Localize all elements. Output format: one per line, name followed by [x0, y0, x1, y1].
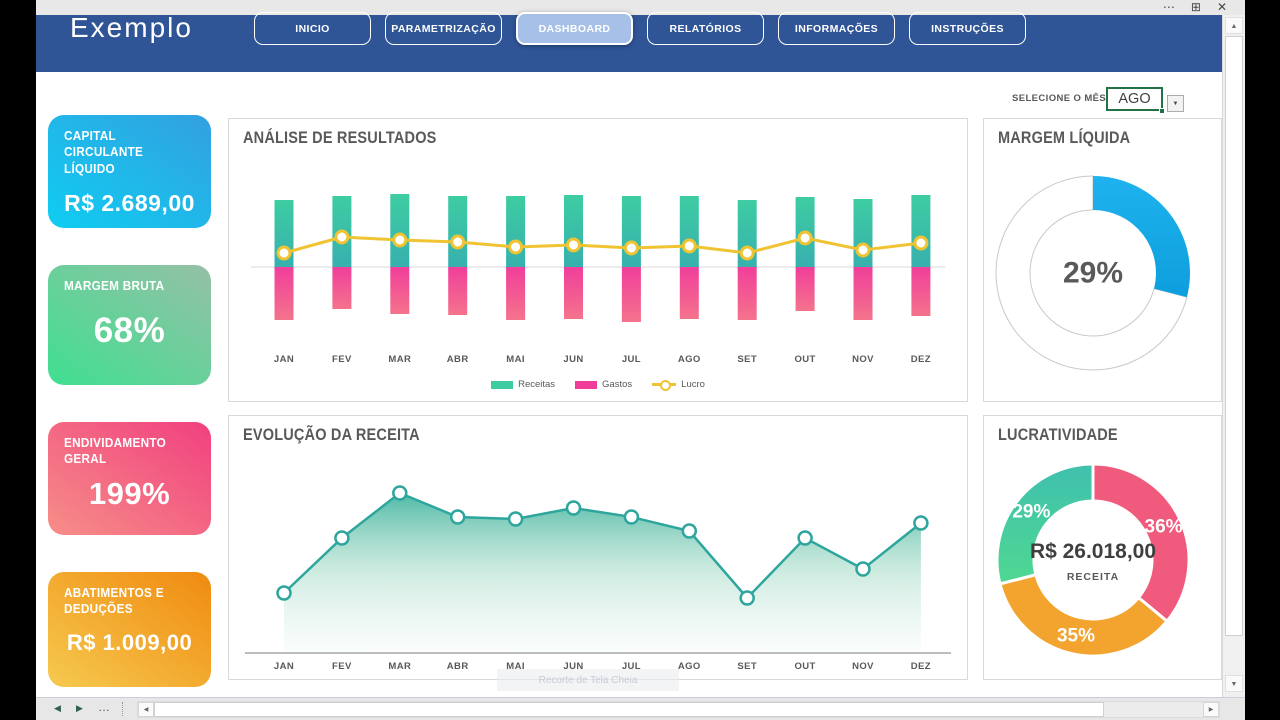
kpi-card-capital-circulante: CAPITAL CIRCULANTE LÍQUIDO R$ 2.689,00 — [48, 115, 211, 228]
month-selector-cell[interactable]: AGO — [1106, 87, 1163, 111]
scroll-right-icon[interactable]: ▶ — [1203, 702, 1219, 717]
status-bar: ◀ ▶ … ◀ ▶ — [36, 697, 1245, 720]
kpi-value: R$ 2.689,00 — [64, 189, 195, 216]
svg-text:MAI: MAI — [506, 661, 525, 672]
month-selector-label: SELECIONE O MÊS — [1012, 93, 1107, 104]
svg-text:ABR: ABR — [447, 354, 469, 365]
svg-text:35%: 35% — [1057, 626, 1095, 647]
svg-text:NOV: NOV — [852, 354, 874, 365]
window-titlebar: ⋯ ⊞ ✕ — [36, 0, 1245, 15]
svg-text:29%: 29% — [1063, 257, 1123, 290]
kpi-card-margem-bruta: MARGEM BRUTA 68% — [48, 265, 211, 385]
svg-text:MAR: MAR — [388, 661, 411, 672]
sheet-prev-icon[interactable]: ◀ — [54, 703, 61, 713]
tab-informacoes[interactable]: INFORMAÇÕES — [778, 12, 895, 45]
tab-dashboard[interactable]: DASHBOARD — [516, 12, 633, 45]
sheet-tab-divider — [122, 702, 123, 716]
sheet-more-icon[interactable]: … — [98, 700, 111, 714]
bar-chart-analise: JAN FEV MAR ABR MAI JUN JUL AGO SET OUT NOV DEZ — [251, 194, 945, 365]
tab-relatorios[interactable]: RELATÓRIOS — [647, 12, 764, 45]
month-dropdown-icon[interactable]: ▼ — [1167, 95, 1184, 112]
vertical-scrollbar-thumb[interactable] — [1225, 36, 1243, 636]
donut-chart-margem-liquida: 29% — [995, 175, 1190, 371]
svg-text:MAR: MAR — [388, 354, 411, 365]
svg-text:FEV: FEV — [332, 354, 352, 365]
screen-capture-watermark: Recorte de Tela Cheia — [497, 669, 679, 691]
svg-text:JUN: JUN — [563, 661, 583, 672]
horizontal-scrollbar[interactable]: ◀ ▶ — [137, 701, 1220, 718]
svg-text:SET: SET — [737, 354, 757, 365]
svg-text:AGO: AGO — [678, 661, 701, 672]
panel-title: ANÁLISE DE RESULTADOS — [243, 129, 437, 147]
scroll-down-icon[interactable]: ▼ — [1225, 675, 1243, 692]
svg-text:MAI: MAI — [506, 354, 525, 365]
restore-window-icon[interactable]: ⊞ — [1190, 0, 1201, 14]
svg-text:RECEITA: RECEITA — [1067, 571, 1119, 583]
svg-text:JAN: JAN — [274, 661, 294, 672]
svg-text:R$ 26.018,00: R$ 26.018,00 — [1030, 540, 1156, 563]
legend-item-receitas: Receitas — [491, 379, 555, 390]
vertical-scrollbar[interactable]: ▲ ▼ — [1222, 15, 1245, 697]
legend-line-icon — [652, 380, 677, 391]
sheet-next-icon[interactable]: ▶ — [76, 703, 83, 713]
svg-text:29%: 29% — [1012, 502, 1050, 523]
legend-swatch — [575, 380, 598, 389]
panel-analise-resultados: JAN FEV MAR ABR MAI JUN JUL AGO SET OUT NOV DEZ ANÁ… — [228, 118, 968, 402]
tab-instrucoes[interactable]: INSTRUÇÕES — [909, 12, 1026, 45]
panel-title: MARGEM LÍQUIDA — [998, 129, 1131, 147]
panel-margem-liquida: 29% MARGEM LÍQUIDA — [983, 118, 1222, 402]
kpi-card-abatimentos: ABATIMENTOS E DEDUÇÕES R$ 1.009,00 — [48, 572, 211, 687]
donut-chart-lucratividade: 36% 35% 29% R$ 26.018,00 RECEITA — [995, 462, 1191, 658]
kpi-value: R$ 1.009,00 — [66, 629, 193, 655]
svg-text:FEV: FEV — [332, 661, 352, 672]
horizontal-scrollbar-thumb[interactable] — [154, 702, 1104, 717]
tab-inicio[interactable]: INICIO — [254, 12, 371, 45]
screen-letterbox-right — [1245, 0, 1280, 720]
svg-text:JUL: JUL — [622, 661, 641, 672]
kpi-title: ENDIVIDAMENTO GERAL — [63, 436, 167, 467]
close-window-icon[interactable]: ✕ — [1216, 0, 1227, 14]
legend-item-gastos: Gastos — [575, 379, 632, 390]
panel-title: EVOLUÇÃO DA RECEITA — [243, 426, 420, 444]
app-logo: Exemplo — [70, 12, 193, 43]
svg-text:ABR: ABR — [447, 661, 469, 672]
panel-lucratividade: 36% 35% 29% R$ 26.018,00 RECEITA LUCRATIVIDA… — [983, 415, 1222, 680]
svg-text:36%: 36% — [1145, 516, 1183, 537]
cell-fill-handle[interactable] — [1159, 108, 1165, 114]
area-chart-evolucao: JAN FEV MAR ABR MAI JUN JUL AGO SET OUT NOV DEZ — [245, 485, 951, 672]
kpi-value: 68% — [93, 311, 166, 351]
svg-text:NOV: NOV — [852, 661, 874, 672]
legend-swatch — [491, 380, 514, 389]
screen-letterbox-left — [0, 0, 36, 720]
svg-text:JAN: JAN — [274, 354, 294, 365]
kpi-title: ABATIMENTOS E DEDUÇÕES — [63, 586, 164, 617]
more-options-icon[interactable]: ⋯ — [1162, 0, 1175, 14]
kpi-title: CAPITAL CIRCULANTE LÍQUIDO — [63, 129, 144, 176]
svg-text:DEZ: DEZ — [911, 354, 931, 365]
scroll-up-icon[interactable]: ▲ — [1225, 17, 1243, 34]
svg-text:AGO: AGO — [678, 354, 701, 365]
nav-tab-bar: INICIO PARAMETRIZAÇÃO DASHBOARD RELATÓRI… — [254, 12, 1026, 45]
svg-text:SET: SET — [737, 661, 757, 672]
panel-title: LUCRATIVIDADE — [998, 426, 1118, 444]
panel-evolucao-receita: JAN FEV MAR ABR MAI JUN JUL AGO SET OUT NOV DEZ EVO… — [228, 415, 968, 680]
svg-text:OUT: OUT — [794, 354, 815, 365]
chart-legend: Receitas Gastos Lucro — [229, 379, 967, 391]
kpi-title: MARGEM BRUTA — [63, 279, 165, 293]
svg-text:JUN: JUN — [563, 354, 583, 365]
scroll-left-icon[interactable]: ◀ — [138, 702, 154, 717]
kpi-card-endividamento: ENDIVIDAMENTO GERAL 199% — [48, 422, 211, 535]
kpi-value: 199% — [88, 475, 171, 511]
svg-text:JUL: JUL — [622, 354, 641, 365]
svg-text:DEZ: DEZ — [911, 661, 931, 672]
legend-item-lucro: Lucro — [652, 379, 705, 391]
tab-parametrizacao[interactable]: PARAMETRIZAÇÃO — [385, 12, 502, 45]
svg-text:OUT: OUT — [794, 661, 815, 672]
